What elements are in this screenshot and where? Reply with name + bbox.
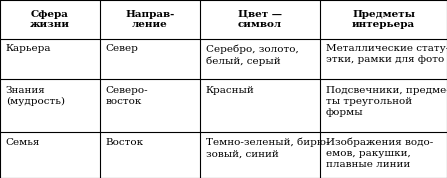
Text: Предметы
интерьера: Предметы интерьера [352,10,415,29]
Text: Изображения водо-
емов, ракушки,
плавные линии: Изображения водо- емов, ракушки, плавные… [326,138,433,169]
Text: Северо-
восток: Северо- восток [106,86,148,106]
Text: Знания
(мудрость): Знания (мудрость) [6,86,65,106]
Text: Металлические стату-
этки, рамки для фото: Металлические стату- этки, рамки для фот… [326,44,447,64]
Text: Карьера: Карьера [6,44,51,53]
Text: Красный: Красный [206,86,254,95]
Text: Подсвечники, предме-
ты треугольной
формы: Подсвечники, предме- ты треугольной форм… [326,86,447,117]
Text: Цвет —
символ: Цвет — символ [238,10,282,29]
Text: Направ-
ление: Направ- ление [125,10,175,29]
Text: Север: Север [106,44,139,53]
Text: Восток: Восток [106,138,144,147]
Text: Сфера
жизни: Сфера жизни [30,10,70,29]
Text: Семья: Семья [6,138,40,147]
Text: Темно-зеленый, бирю-
зовый, синий: Темно-зеленый, бирю- зовый, синий [206,138,329,158]
Text: Серебро, золото,
белый, серый: Серебро, золото, белый, серый [206,44,299,66]
